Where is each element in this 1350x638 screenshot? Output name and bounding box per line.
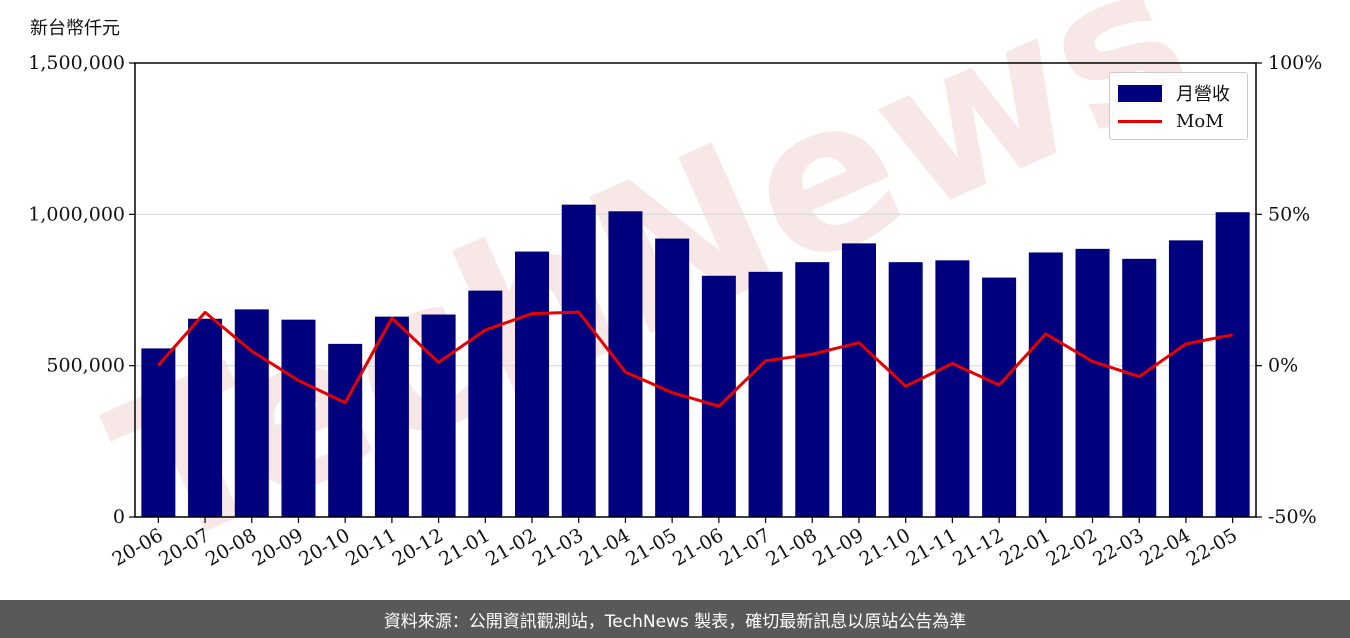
bar-20-08 [234,309,269,517]
x-tick-label-21-01: 21-01 [435,524,493,570]
x-tick-label-20-11: 20-11 [342,524,400,570]
revenue-chart: TechNews0500,0001,000,0001,500,000-50%0%… [28,0,1322,597]
bar-22-01 [1028,252,1063,517]
y-left-tick-label: 1,000,000 [28,203,125,225]
x-tick-label-21-02: 21-02 [482,524,540,570]
x-tick-label-21-05: 21-05 [622,524,680,570]
y-right-tick-label: 50% [1268,203,1310,225]
bar-21-10 [888,262,923,517]
bar-20-10 [328,343,363,517]
legend-item-revenue: 月營收 [1118,81,1230,105]
bar-21-12 [982,277,1017,517]
bar-22-02 [1075,248,1110,517]
x-tick-label-22-04: 22-04 [1136,524,1194,570]
y-left-tick-label: 500,000 [46,355,125,377]
bar-20-06 [141,348,176,517]
x-tick-label-21-12: 21-12 [949,524,1007,570]
y-right-tick-label: 0% [1268,355,1298,377]
x-tick-label-20-12: 20-12 [389,524,447,570]
bar-21-07 [748,271,783,517]
bar-21-01 [468,290,503,517]
mom-line [157,310,1233,408]
x-tick-label-21-11: 21-11 [902,524,960,570]
x-tick-label-21-03: 21-03 [529,524,587,570]
x-tick-label-21-08: 21-08 [762,524,820,570]
bar-20-11 [374,316,409,517]
y-axis-unit-label: 新台幣仟元 [30,18,120,39]
x-tick-label-22-03: 22-03 [1089,524,1147,570]
bar-22-04 [1168,240,1203,517]
chart-area: TechNews 0 500,000 1,000,000 1,500,000 -50% 0%… [28,0,1322,597]
source-text: 資料來源：公開資訊觀測站，TechNews 製表，確切最新訊息以原站公告為準 [383,611,967,632]
legend-item-mom: MoM [1118,109,1224,133]
bar-21-04 [608,211,643,517]
legend: 月營收 MoM [1109,72,1248,140]
bar-21-03 [561,204,596,517]
legend-swatch-mom [1118,119,1162,123]
y-right-tick-label: 100% [1268,52,1322,74]
source-footer: 資料來源：公開資訊觀測站，TechNews 製表，確切最新訊息以原站公告為準 [0,600,1350,638]
bar-21-09 [841,243,876,517]
bar-22-03 [1122,258,1157,517]
bar-22-05 [1215,212,1250,517]
bar-21-02 [515,251,550,517]
x-tick-label-21-07: 21-07 [716,524,774,570]
bar-20-09 [281,319,316,517]
x-tick-label-22-02: 22-02 [1043,524,1101,570]
x-tick-label-22-01: 22-01 [996,524,1054,570]
bar-20-12 [421,314,456,517]
y-left-tick-label: 1,500,000 [28,52,125,74]
legend-swatch-revenue [1118,84,1162,102]
x-tick-label-21-10: 21-10 [856,524,914,570]
bar-20-07 [188,318,223,517]
y-left-tick-label: 0 [113,506,125,528]
x-tick-label-21-04: 21-04 [575,524,633,570]
x-tick-label-20-06: 20-06 [108,524,166,570]
bar-21-08 [795,262,830,517]
legend-label-mom: MoM [1176,110,1224,132]
bar-21-05 [655,238,690,517]
bar-21-11 [935,260,970,517]
y-right-tick-label: -50% [1268,506,1317,528]
legend-label-revenue: 月營收 [1176,84,1230,105]
x-tick-label-21-09: 21-09 [809,524,867,570]
x-tick-label-21-06: 21-06 [669,524,727,570]
plot-frame [134,62,1257,518]
x-tick-label-22-05: 22-05 [1183,524,1241,570]
